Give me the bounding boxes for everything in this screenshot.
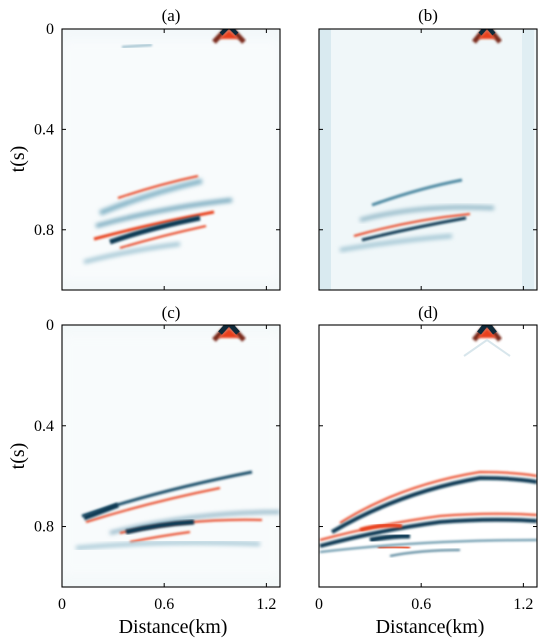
x-axis-label-left: Distance(km) — [119, 616, 228, 638]
axis-ticks: 0 0.4 0.8 0 0.4 0.8 0 0.6 1.2 0 0.6 1.2 — [34, 21, 537, 613]
y-tick-label: 0 — [46, 21, 54, 38]
panel-d: (d) — [318, 303, 538, 588]
x-tick-label: 0 — [58, 596, 66, 613]
y-tick-label: 0.8 — [34, 519, 54, 536]
panel-a-image — [62, 29, 280, 290]
y-tick-label: 0.4 — [34, 121, 54, 138]
x-tick-label: 1.2 — [513, 596, 533, 613]
panel-b: (b) — [318, 6, 538, 291]
panel-c-image — [62, 325, 280, 587]
panel-c: (c) — [61, 303, 281, 588]
x-tick-label: 0.6 — [154, 596, 174, 613]
y-tick-label: 0.4 — [34, 418, 54, 435]
x-tick-label: 0 — [315, 596, 323, 613]
x-tick-label: 1.2 — [256, 596, 276, 613]
panel-label-a: (a) — [162, 6, 181, 25]
x-axis-label-right: Distance(km) — [376, 616, 485, 638]
y-axis-label-bottom: t(s) — [7, 443, 29, 470]
panel-d-image — [319, 325, 537, 587]
panel-b-image — [319, 29, 537, 290]
y-tick-label: 0.8 — [34, 222, 54, 239]
panel-b-frame — [318, 28, 538, 291]
y-tick-label: 0 — [46, 317, 54, 334]
panel-d-frame — [318, 324, 538, 588]
panel-label-c: (c) — [162, 303, 181, 322]
x-tick-label: 0.6 — [411, 596, 431, 613]
y-axis-label-top: t(s) — [7, 146, 29, 173]
panel-label-b: (b) — [418, 6, 438, 25]
panel-a-frame — [61, 28, 281, 291]
panel-c-frame — [61, 324, 281, 588]
panel-label-d: (d) — [418, 303, 438, 322]
panel-a: (a) — [61, 6, 281, 291]
